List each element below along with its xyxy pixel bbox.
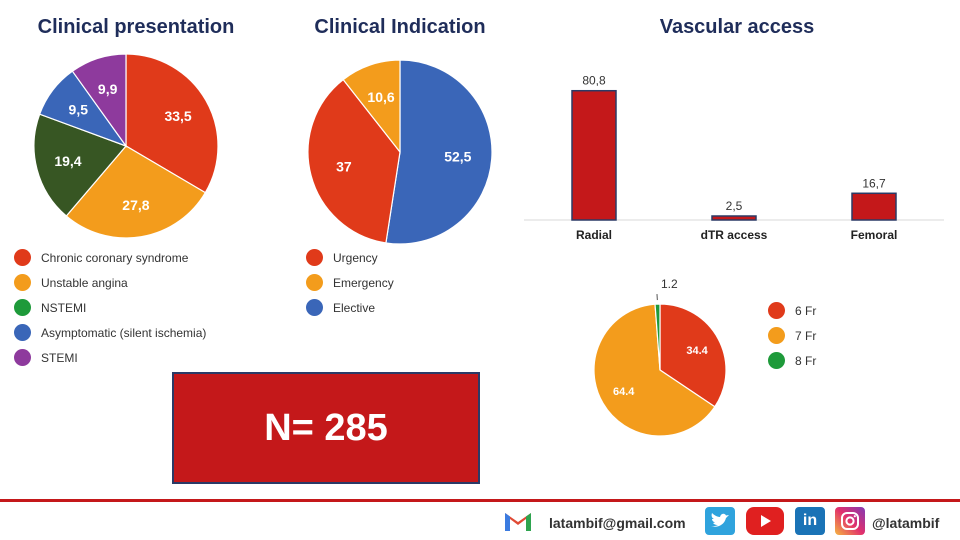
sheath-legend-item-1: 7 Fr [768,323,816,348]
indication-legend-swatch-0 [306,249,323,266]
sheath-legend-swatch-1 [768,327,785,344]
sheath-legend-label-2: 8 Fr [795,353,817,368]
gmail-icon[interactable] [503,507,533,535]
sheath-legend-item-0: 6 Fr [768,298,816,323]
instagram-icon[interactable] [835,507,865,535]
access-value-label-1: 2,5 [726,199,743,213]
presentation-legend-label-0: Chronic coronary syndrome [41,250,189,265]
presentation-legend-label-4: STEMI [41,350,78,365]
sheath-legend-swatch-2 [768,352,785,369]
presentation-legend-swatch-1 [14,274,31,291]
indication-legend: Urgency Emergency Elective [306,245,394,320]
sheath-value-label-0: 34.4 [686,345,708,357]
indication-value-label-1: 37 [336,159,352,175]
presentation-value-label-1: 27,8 [122,197,149,213]
indication-value-label-2: 10,6 [367,89,394,105]
sheath-slice-1 [593,303,716,437]
access-category-label-0: Radial [576,228,612,242]
presentation-legend-item-2: NSTEMI [14,295,206,320]
access-value-label-0: 80,8 [582,74,606,88]
presentation-legend-item-0: Chronic coronary syndrome [14,245,206,270]
presentation-legend-item-3: Asymptomatic (silent ischemia) [14,320,206,345]
sheath-legend-label-1: 7 Fr [795,328,817,343]
presentation-value-label-2: 19,4 [54,153,81,169]
youtube-icon[interactable] [746,507,784,535]
sheath-legend-swatch-0 [768,302,785,319]
presentation-slice-1 [65,145,207,239]
access-category-label-2: Femoral [851,228,898,242]
linkedin-icon[interactable]: in [795,507,825,535]
presentation-slice-0 [125,53,219,194]
footer-handle[interactable]: @latambif [872,515,940,531]
sheath-legend-item-2: 8 Fr [768,348,816,373]
access-value-label-2: 16,7 [862,176,886,190]
access-category-label-1: dTR access [701,228,768,242]
sheath-slice-2 [654,303,661,371]
presentation-slice-4 [71,53,127,148]
presentation-legend-label-1: Unstable angina [41,275,128,290]
presentation-legend-swatch-0 [14,249,31,266]
presentation-legend-item-4: STEMI [14,345,206,370]
footer-email[interactable]: latambif@gmail.com [549,515,686,531]
indication-legend-label-0: Urgency [333,250,378,265]
indication-slice-1 [307,78,401,244]
indication-legend-label-1: Emergency [333,275,394,290]
charts-canvas: 33,5 27,8 19,4 9,5 9,9 52,5 37 10,6 34.4 64.4 1.2 8… [33,53,944,437]
indication-legend-item-0: Urgency [306,245,394,270]
sheath-value-label-2: 1.2 [661,277,678,291]
access-bar-0 [571,89,617,221]
presentation-legend-swatch-3 [14,324,31,341]
indication-legend-label-2: Elective [333,300,376,315]
presentation-slice-2 [33,113,128,217]
indication-slice-2 [342,59,401,154]
presentation-title: Clinical presentation [37,16,235,38]
indication-legend-swatch-2 [306,299,323,316]
indication-legend-item-2: Elective [306,295,394,320]
twitter-icon[interactable] [705,507,735,535]
indication-value-label-0: 52,5 [444,148,471,164]
presentation-value-label-0: 33,5 [164,108,191,124]
sheath-legend: 6 Fr 7 Fr 8 Fr [768,298,816,373]
presentation-legend-item-1: Unstable angina [14,270,206,295]
total-count-box: N= 285 [172,372,480,484]
sheath-value-label-1: 64.4 [613,386,635,398]
access-title: Vascular access [659,16,815,38]
sheath-slice-0 [659,303,727,408]
presentation-value-label-3: 9,5 [69,102,89,118]
indication-slice-0 [385,59,493,245]
indication-title: Clinical Indication [314,16,486,38]
presentation-legend-label-2: NSTEMI [41,300,87,315]
presentation-legend-swatch-2 [14,299,31,316]
indication-legend-item-1: Emergency [306,270,394,295]
indication-legend-swatch-1 [306,274,323,291]
presentation-legend: Chronic coronary syndrome Unstable angina… [14,245,206,370]
access-bar-2 [851,192,897,221]
access-bar-1 [711,215,757,221]
sheath-legend-label-0: 6 Fr [795,303,817,318]
presentation-legend-swatch-4 [14,349,31,366]
presentation-legend-label-3: Asymptomatic (silent ischemia) [41,325,207,340]
presentation-value-label-4: 9,9 [98,81,118,97]
footer-rule [0,499,960,502]
